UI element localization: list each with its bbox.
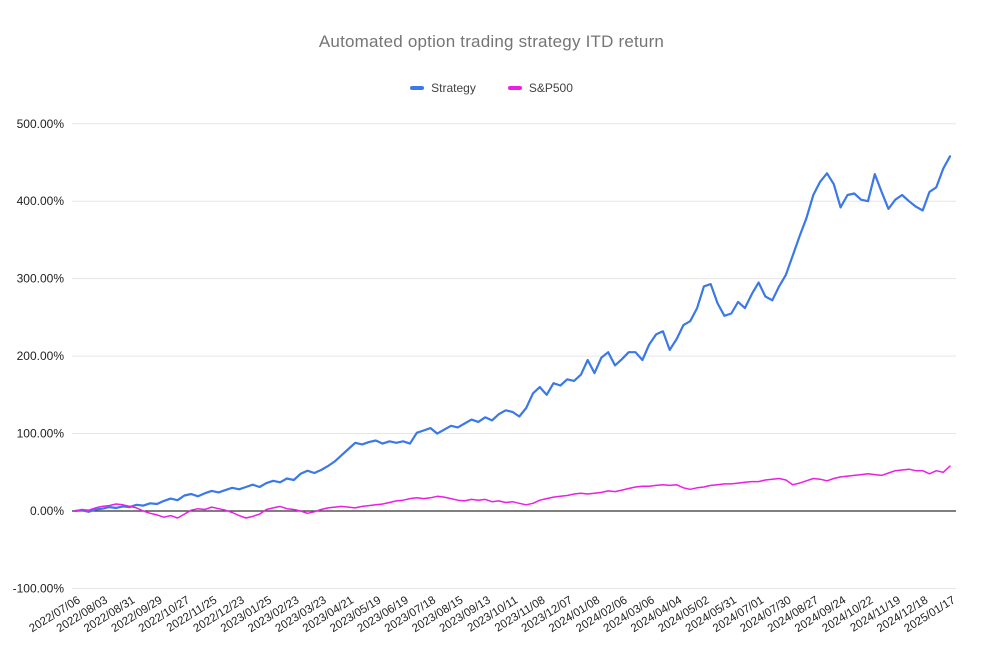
sp500-series-swatch: [507, 86, 522, 90]
legend-item-sp500: S&P500: [507, 81, 573, 95]
series-line-sp500[interactable]: [74, 465, 951, 519]
y-axis-tick-label: 100.00%: [17, 427, 65, 441]
chart-title: Automated option trading strategy ITD re…: [318, 32, 665, 51]
series-line-strategy[interactable]: [73, 155, 952, 513]
y-axis-tick-label: -100.00%: [13, 581, 65, 595]
strategy-series-swatch: [410, 86, 425, 90]
y-axis-tick-label: 500.00%: [17, 117, 65, 131]
y-axis-tick-label: 0.00%: [30, 504, 64, 518]
y-axis-tick-label: 400.00%: [17, 194, 65, 208]
chart-legend: Strategy S&P500: [0, 81, 983, 95]
legend-label-sp500: S&P500: [528, 81, 573, 95]
y-axis-tick-label: 300.00%: [17, 272, 65, 286]
y-axis-tick-label: 200.00%: [17, 349, 65, 363]
legend-label-strategy: Strategy: [431, 81, 476, 95]
legend-item-strategy: Strategy: [410, 81, 476, 95]
